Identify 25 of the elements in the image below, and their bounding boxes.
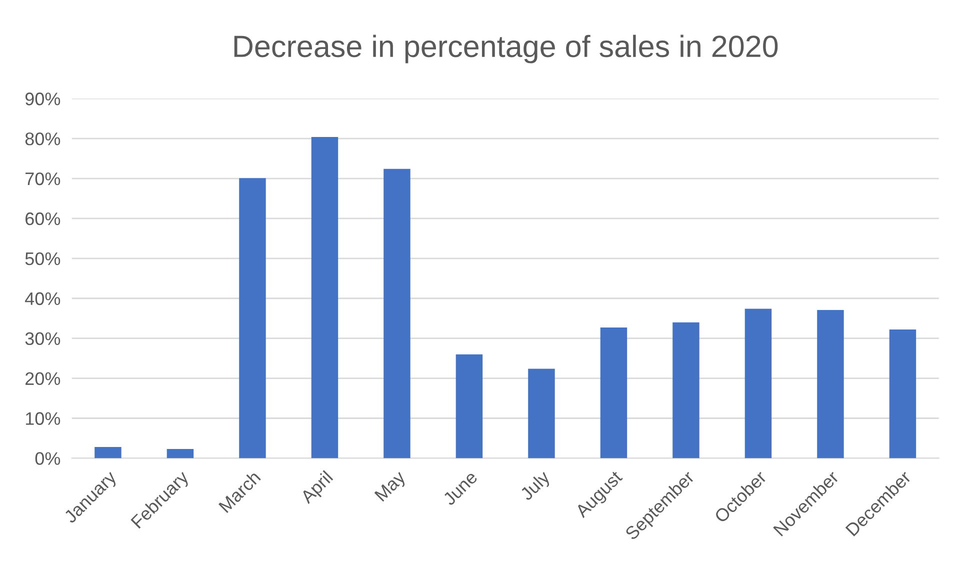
bar <box>744 308 772 458</box>
bar <box>311 136 338 458</box>
x-tick-label: May <box>374 470 409 504</box>
y-tick-label: 10% <box>26 412 60 425</box>
y-tick-label: 80% <box>25 132 60 146</box>
bar <box>239 178 266 458</box>
y-tick-label: 90% <box>25 92 60 106</box>
bar <box>600 328 628 458</box>
bar <box>817 310 844 458</box>
bar <box>672 322 700 458</box>
bar <box>528 368 555 458</box>
chart-title: Decrease in percentage of sales in 2020 <box>234 34 778 64</box>
bar <box>384 168 410 458</box>
bar <box>889 330 916 458</box>
y-tick-label: 20% <box>26 372 60 386</box>
y-tick-label: 60% <box>26 212 60 226</box>
bar <box>94 447 122 458</box>
y-tick-label: 0% <box>35 452 60 465</box>
bar <box>166 449 194 458</box>
y-tick-label: 40% <box>25 292 60 306</box>
y-tick-label: 50% <box>25 252 60 266</box>
y-tick-label: 70% <box>26 172 60 186</box>
x-tick-label: July <box>518 469 554 504</box>
y-tick-label: 30% <box>25 332 60 346</box>
bar <box>456 354 483 458</box>
